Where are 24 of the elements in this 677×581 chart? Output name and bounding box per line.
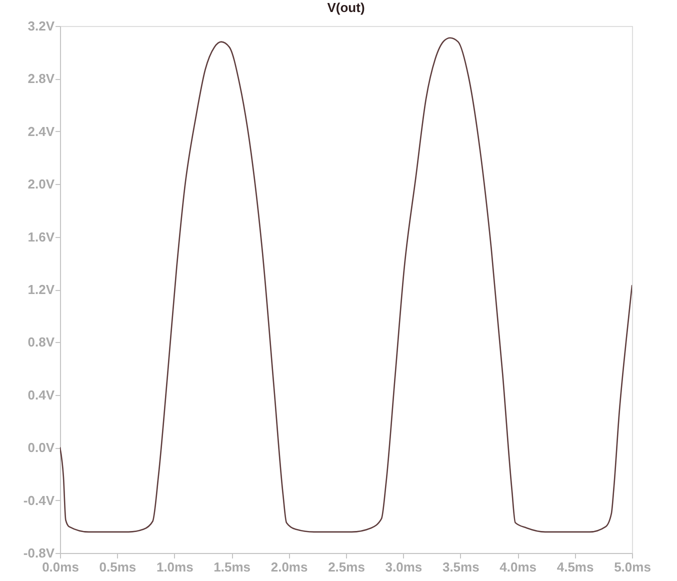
y-tick-label: 2.8V — [28, 71, 55, 86]
x-tick-label: 5.0ms — [614, 560, 651, 574]
x-tick-label: 2.0ms — [270, 560, 308, 574]
y-tick-label: -0.8V — [23, 546, 55, 560]
y-tick-label: 2.0V — [28, 176, 55, 192]
y-tick-label: 2.4V — [28, 124, 55, 139]
y-tick-label: 0.8V — [28, 334, 55, 350]
y-tick-label: -0.4V — [23, 492, 55, 508]
x-tick-label: 1.0ms — [156, 560, 194, 574]
y-tick-label: 1.2V — [28, 282, 55, 297]
y-tick-label: 3.2V — [28, 18, 55, 34]
x-tick-label: 4.0ms — [500, 560, 537, 574]
x-tick-label: 0.0ms — [42, 560, 79, 574]
x-tick-label: 3.5ms — [442, 560, 480, 574]
x-tick-label: 0.5ms — [99, 560, 136, 574]
y-tick-label: 0.0V — [28, 440, 55, 456]
x-tick-label: 1.5ms — [214, 560, 251, 574]
x-tick-label: 4.5ms — [556, 560, 594, 574]
y-tick-label: 0.4V — [28, 387, 55, 402]
y-tick-label: 1.6V — [28, 229, 55, 244]
line-series — [60, 37, 632, 533]
chart-title: V(out) — [327, 0, 365, 15]
x-tick-label: 3.0ms — [385, 560, 422, 574]
x-tick-label: 2.5ms — [328, 560, 365, 574]
